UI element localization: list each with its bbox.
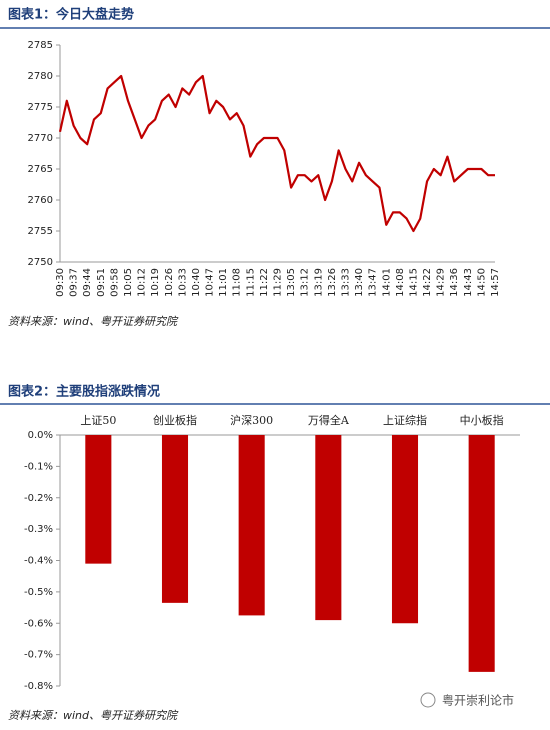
- x-tick-label: 14:08: [395, 268, 406, 297]
- x-tick-label: 09:44: [82, 268, 93, 297]
- y-tick-label: 0.0%: [28, 430, 53, 441]
- x-tick-label: 11:01: [218, 268, 229, 297]
- x-tick-label: 13:05: [286, 268, 297, 297]
- x-tick-label: 14:15: [408, 268, 419, 297]
- y-tick-label: 2775: [28, 102, 53, 113]
- y-tick-label: -0.4%: [24, 556, 53, 567]
- category-label: 万得全A: [308, 413, 350, 427]
- x-tick-label: 14:50: [476, 268, 487, 297]
- x-tick-label: 13:12: [300, 268, 311, 297]
- source: 资料来源：wind、粤开证券研究院: [8, 315, 179, 328]
- y-tick-label: 2785: [28, 40, 53, 51]
- x-tick-label: 11:29: [273, 268, 284, 297]
- line: [58, 74, 495, 233]
- watermark: 粤开崇利论市: [442, 693, 514, 708]
- bar: [238, 435, 265, 616]
- x-tick-label: 10:05: [123, 268, 134, 297]
- x-tick-label: 14:22: [422, 268, 433, 297]
- category-label: 沪深300: [230, 413, 273, 427]
- bar: [391, 435, 419, 624]
- y-tick-label: 2760: [28, 195, 53, 206]
- x-tick-label: 13:19: [313, 268, 324, 297]
- x-tick-label: 13:40: [354, 268, 365, 297]
- x-tick-label: 11:08: [232, 268, 243, 297]
- bar: [315, 435, 342, 621]
- bar: [161, 435, 189, 603]
- x-tick-label: 14:01: [381, 268, 392, 297]
- y-tick-label: 2780: [28, 71, 53, 82]
- bar: [468, 435, 495, 672]
- category-label: 上证50: [80, 414, 116, 427]
- x-tick-label: 11:22: [259, 268, 270, 297]
- y-tick-label: -0.6%: [24, 618, 53, 629]
- x-tick-label: 10:19: [150, 268, 161, 297]
- y-tick-label: -0.7%: [24, 650, 53, 661]
- watermark-icon: [420, 692, 436, 708]
- source: 资料来源：wind、粤开证券研究院: [8, 709, 179, 722]
- x-tick-label: 10:33: [177, 268, 188, 297]
- x-tick-label: 14:36: [449, 268, 460, 297]
- x-tick-label: 10:40: [191, 268, 202, 297]
- x-tick-label: 10:12: [137, 268, 148, 297]
- x-tick-label: 10:47: [205, 268, 216, 297]
- bar: [85, 435, 112, 564]
- y-tick-label: -0.2%: [24, 493, 53, 504]
- x-tick-label: 09:37: [69, 268, 80, 297]
- x-tick-label: 14:57: [490, 268, 501, 297]
- y-tick-label: -0.5%: [24, 587, 53, 598]
- x-tick-label: 11:15: [245, 268, 256, 297]
- x-tick-label: 14:43: [463, 268, 474, 297]
- category-label: 创业板指: [153, 413, 197, 427]
- y-tick-label: 2750: [28, 257, 53, 268]
- x-tick-label: 13:33: [340, 268, 351, 297]
- x-tick-label: 10:26: [164, 268, 175, 297]
- y-tick-label: -0.3%: [24, 524, 53, 535]
- y-tick-label: -0.8%: [24, 681, 53, 692]
- y-tick-label: -0.1%: [24, 461, 53, 472]
- x-tick-label: 09:51: [96, 268, 107, 297]
- x-tick-label: 13:26: [327, 268, 338, 297]
- category-label: 中小板指: [460, 413, 504, 427]
- x-tick-label: 09:58: [109, 268, 120, 297]
- y-tick-label: 2770: [28, 133, 53, 144]
- x-tick-label: 09:30: [55, 268, 66, 297]
- category-label: 上证综指: [383, 413, 427, 427]
- y-tick-label: 2765: [28, 164, 53, 175]
- x-tick-label: 14:29: [436, 268, 447, 297]
- chart-title: 图表2：主要股指涨跌情况: [8, 384, 160, 400]
- x-tick-label: 13:47: [368, 268, 379, 297]
- y-tick-label: 2755: [28, 226, 53, 237]
- chart-title: 图表1：今日大盘走势: [8, 7, 134, 23]
